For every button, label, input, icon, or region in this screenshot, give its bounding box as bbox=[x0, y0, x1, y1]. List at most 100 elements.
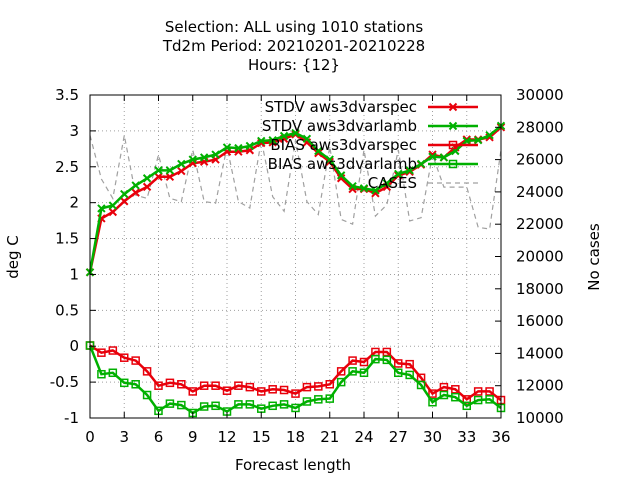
y2-tick-label: 30000 bbox=[516, 86, 564, 104]
y-tick-label: 1 bbox=[69, 265, 79, 283]
data-point bbox=[154, 381, 163, 390]
data-point bbox=[142, 182, 152, 192]
data-point bbox=[336, 377, 346, 387]
data-point bbox=[245, 141, 255, 151]
data-point bbox=[177, 380, 186, 389]
data-point bbox=[348, 356, 357, 365]
legend-marker bbox=[448, 140, 458, 150]
series-line bbox=[89, 344, 502, 402]
data-point bbox=[302, 397, 312, 406]
data-point bbox=[142, 174, 152, 183]
data-point bbox=[359, 368, 369, 378]
y2-tick-label: 28000 bbox=[516, 118, 564, 136]
data-point bbox=[462, 401, 471, 411]
data-point bbox=[291, 403, 300, 413]
data-point bbox=[291, 130, 300, 139]
data-point bbox=[279, 131, 289, 141]
data-point bbox=[177, 400, 186, 410]
data-point bbox=[268, 385, 277, 394]
data-point bbox=[405, 166, 414, 175]
data-point bbox=[473, 395, 483, 405]
y-axis-label: deg C bbox=[4, 235, 22, 279]
data-point bbox=[416, 380, 426, 390]
data-point bbox=[348, 367, 357, 376]
x-tick-label: 6 bbox=[154, 428, 164, 446]
y-tick-label: -1 bbox=[64, 409, 79, 427]
data-point bbox=[291, 128, 300, 138]
y2-tick-label: 16000 bbox=[516, 312, 564, 330]
data-point bbox=[120, 353, 129, 362]
data-point bbox=[416, 159, 426, 169]
data-point bbox=[279, 400, 289, 409]
title-line-3: Hours: {12} bbox=[248, 56, 340, 74]
data-point bbox=[234, 143, 243, 153]
data-point bbox=[451, 385, 460, 394]
x-tick-label: 33 bbox=[457, 428, 476, 446]
y2-axis-label: No cases bbox=[585, 223, 603, 291]
data-point bbox=[120, 197, 129, 206]
data-point bbox=[485, 130, 494, 140]
data-point bbox=[131, 181, 140, 190]
data-point bbox=[371, 186, 380, 195]
data-point bbox=[439, 390, 449, 400]
data-point bbox=[188, 155, 197, 164]
data-point bbox=[257, 136, 266, 146]
data-point bbox=[485, 387, 494, 396]
data-point bbox=[165, 172, 175, 182]
data-point bbox=[142, 367, 152, 376]
data-point bbox=[268, 401, 277, 411]
x-tick-label: 15 bbox=[252, 428, 271, 446]
data-point bbox=[473, 387, 483, 396]
data-point bbox=[359, 357, 369, 367]
data-point bbox=[154, 166, 163, 175]
x-tick-label: 0 bbox=[85, 428, 95, 446]
data-point bbox=[336, 367, 346, 376]
y2-tick-label: 14000 bbox=[516, 344, 564, 362]
axis-ticks: 0 3 6 9 12 15 18 21 24 27 30 33 36-1-0.500.511.522.5… bbox=[50, 86, 564, 446]
data-point bbox=[154, 172, 163, 182]
data-point bbox=[165, 399, 175, 408]
legend-marker bbox=[448, 121, 458, 131]
y-tick-label: 0.5 bbox=[55, 301, 79, 319]
data-point bbox=[325, 394, 334, 403]
data-point bbox=[245, 400, 255, 409]
data-point bbox=[131, 356, 140, 365]
data-point bbox=[199, 381, 209, 390]
data-point bbox=[97, 369, 106, 379]
data-point bbox=[314, 146, 323, 156]
data-point bbox=[108, 201, 118, 210]
y2-tick-label: 26000 bbox=[516, 151, 564, 169]
legend-label: STDV aws3dvarlamb bbox=[262, 117, 417, 135]
data-point bbox=[394, 368, 403, 378]
data-point bbox=[291, 389, 300, 398]
data-point bbox=[177, 159, 186, 169]
data-point bbox=[439, 153, 449, 162]
data-point bbox=[359, 184, 369, 193]
data-point bbox=[120, 189, 129, 199]
data-point bbox=[131, 188, 140, 197]
y-tick-label: 0 bbox=[69, 337, 79, 355]
data-point bbox=[199, 153, 209, 162]
y-tick-label: 1.5 bbox=[55, 230, 79, 248]
title-line-2: Td2m Period: 20210201-20210228 bbox=[162, 37, 425, 55]
x-tick-label: 18 bbox=[286, 428, 305, 446]
data-point bbox=[234, 400, 243, 409]
data-point bbox=[165, 378, 175, 388]
data-point bbox=[279, 385, 289, 395]
legend-marker bbox=[448, 102, 458, 112]
data-point bbox=[120, 378, 129, 388]
data-point bbox=[314, 148, 323, 158]
legend-label: STDV aws3dvarspec bbox=[265, 98, 417, 116]
y2-tick-label: 10000 bbox=[516, 409, 564, 427]
chart-title: Selection: ALL using 1010 stations Td2m … bbox=[162, 18, 425, 74]
data-point bbox=[142, 390, 152, 400]
x-tick-label: 3 bbox=[119, 428, 129, 446]
x-tick-label: 21 bbox=[320, 428, 339, 446]
x-tick-label: 12 bbox=[217, 428, 236, 446]
x-tick-label: 9 bbox=[188, 428, 198, 446]
data-point bbox=[462, 136, 471, 146]
data-point bbox=[211, 381, 220, 390]
data-point bbox=[428, 152, 437, 161]
data-point bbox=[188, 387, 197, 396]
